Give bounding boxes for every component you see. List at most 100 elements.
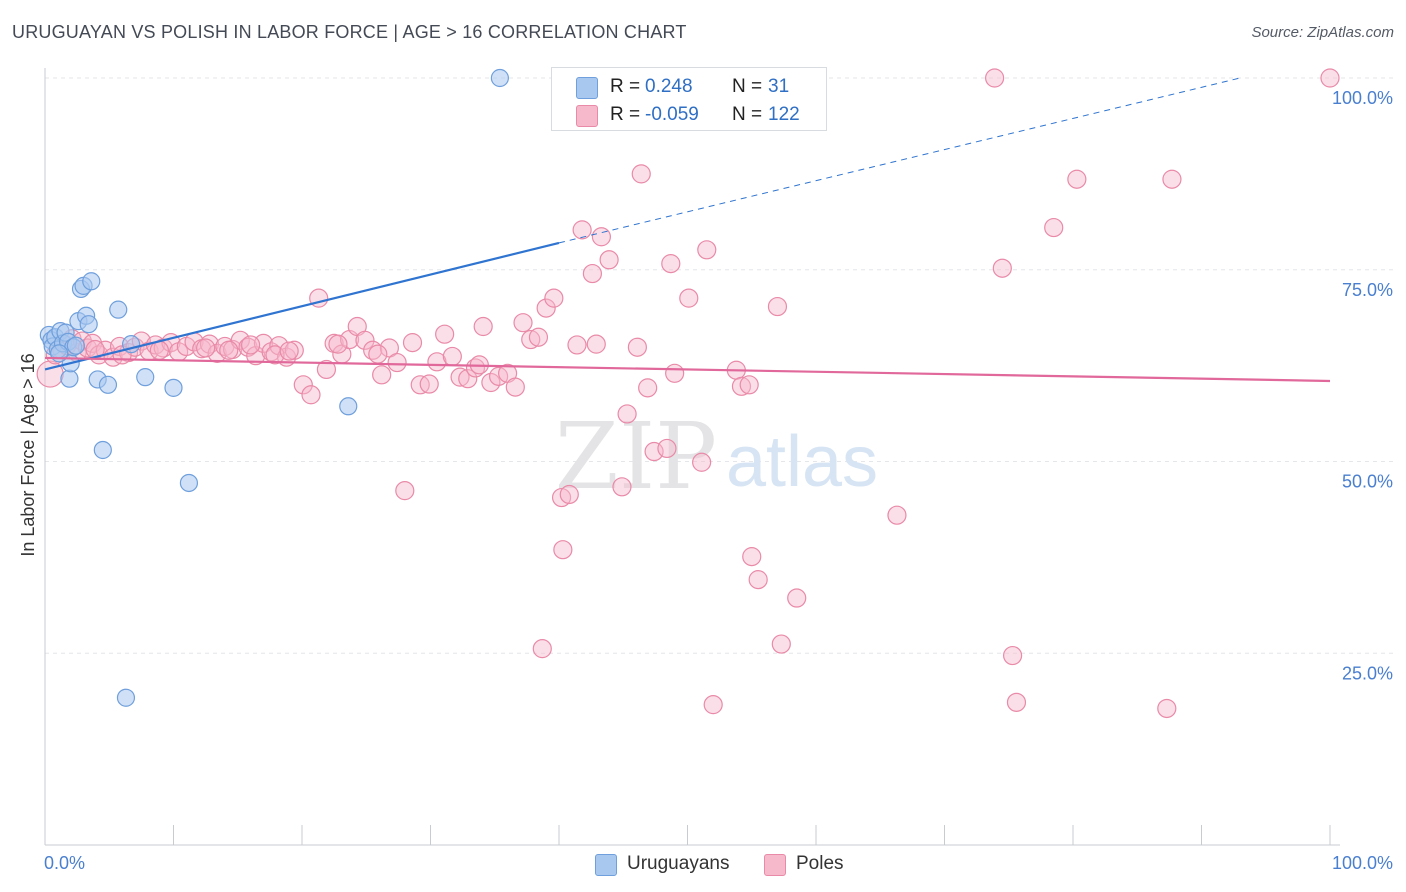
chart-title: URUGUAYAN VS POLISH IN LABOR FORCE | AGE…	[12, 22, 687, 42]
poles-point	[528, 327, 549, 347]
uruguayans-points	[39, 68, 509, 707]
r-value: 0.248	[645, 76, 693, 97]
r-label: R =	[610, 104, 641, 125]
uruguayans-swatch	[576, 77, 598, 99]
poles-point	[1067, 169, 1087, 189]
r-label: R =	[610, 76, 641, 97]
poles-point	[1320, 68, 1340, 88]
poles-point	[1044, 217, 1064, 238]
poles-point	[1162, 169, 1182, 189]
n-label: N =	[732, 104, 763, 125]
poles-point	[442, 346, 462, 367]
y-tick-label: 75.0%	[1342, 280, 1393, 300]
poles-point	[328, 334, 348, 354]
y-tick-label: 50.0%	[1342, 472, 1393, 492]
poles-point	[481, 372, 501, 393]
uruguayans-point	[116, 688, 136, 707]
poles-swatch	[576, 105, 598, 127]
n-value: 31	[768, 76, 790, 97]
poles-point	[301, 385, 321, 405]
watermark: ZIP atlas	[555, 403, 878, 510]
poles-point	[1006, 692, 1027, 712]
poles-point	[521, 329, 541, 350]
poles-point	[293, 375, 313, 395]
poles-legend-swatch	[764, 854, 786, 876]
poles-point	[697, 240, 717, 260]
r-value: -0.059	[645, 104, 699, 125]
poles-point	[219, 340, 239, 360]
uruguayans-legend-label: Uruguayans	[627, 853, 730, 874]
poles-point	[458, 369, 478, 389]
grid-lines	[45, 77, 1395, 654]
n-label: N =	[732, 76, 763, 97]
poles-point	[591, 227, 612, 247]
poles-point	[748, 570, 768, 590]
poles-point	[586, 334, 606, 354]
poles-point	[787, 588, 807, 608]
y-tick-label: 25.0%	[1342, 663, 1393, 683]
uruguayans-point	[66, 336, 85, 355]
poles-point	[657, 438, 677, 459]
poles-legend-label: Poles	[796, 853, 844, 874]
stats-legend: R = 0.248 N = 31 R = -0.059 N = 122	[551, 67, 827, 131]
poles-point	[372, 365, 392, 385]
poles-point	[265, 345, 285, 365]
poles-point	[559, 484, 579, 505]
poles-point	[627, 337, 647, 357]
poles-point	[1003, 645, 1023, 666]
poles-point	[665, 363, 685, 383]
poles-point	[582, 263, 603, 284]
poles-point	[631, 164, 651, 184]
poles-point	[532, 639, 552, 659]
legend-row-poles: R = -0.059 N = 122	[552, 101, 826, 129]
poles-point	[742, 547, 762, 567]
poles-point	[402, 333, 423, 353]
poles-point	[450, 367, 470, 387]
poles-point	[513, 313, 533, 333]
uruguayans-point	[164, 378, 183, 397]
poles-point	[536, 298, 556, 318]
uruguayans-trend-line	[44, 241, 560, 371]
uruguayans-point	[490, 68, 509, 88]
poles-point	[771, 634, 791, 654]
uruguayans-trend-extension	[558, 77, 1241, 244]
poles-point	[553, 540, 573, 560]
poles-point	[731, 376, 752, 396]
poles-point	[617, 404, 637, 424]
poles-point	[355, 330, 375, 350]
poles-point	[767, 296, 788, 317]
poles-point	[692, 452, 712, 472]
poles-trend-line	[44, 356, 1331, 383]
source-label: Source: ZipAtlas.com	[1251, 24, 1394, 41]
poles-point	[544, 288, 564, 308]
x-tick-label: 100.0%	[1332, 853, 1393, 873]
poles-point	[196, 338, 216, 358]
uruguayans-point	[79, 315, 98, 334]
poles-point	[363, 340, 383, 360]
poles-point	[395, 481, 415, 501]
poles-point	[612, 477, 632, 497]
poles-point	[241, 335, 261, 355]
trend-lines	[44, 77, 1331, 383]
n-value: 122	[768, 104, 800, 125]
poles-point	[279, 341, 299, 361]
poles-point	[572, 220, 592, 240]
poles-points	[36, 68, 1340, 719]
poles-point	[316, 359, 337, 380]
poles-point	[567, 335, 587, 355]
poles-point	[739, 375, 759, 395]
y-tick-label: 100.0%	[1332, 88, 1393, 108]
x-tick-label: 0.0%	[44, 853, 85, 873]
poles-point	[427, 352, 447, 372]
poles-point	[679, 288, 699, 308]
uruguayans-point	[109, 300, 128, 319]
poles-point	[638, 378, 658, 398]
uruguayans-point	[136, 368, 155, 387]
watermark-zip: ZIP	[555, 403, 717, 510]
poles-point	[985, 68, 1005, 88]
poles-point	[703, 695, 723, 715]
uruguayans-point	[339, 397, 358, 416]
poles-point	[887, 505, 907, 525]
poles-point	[387, 352, 407, 373]
